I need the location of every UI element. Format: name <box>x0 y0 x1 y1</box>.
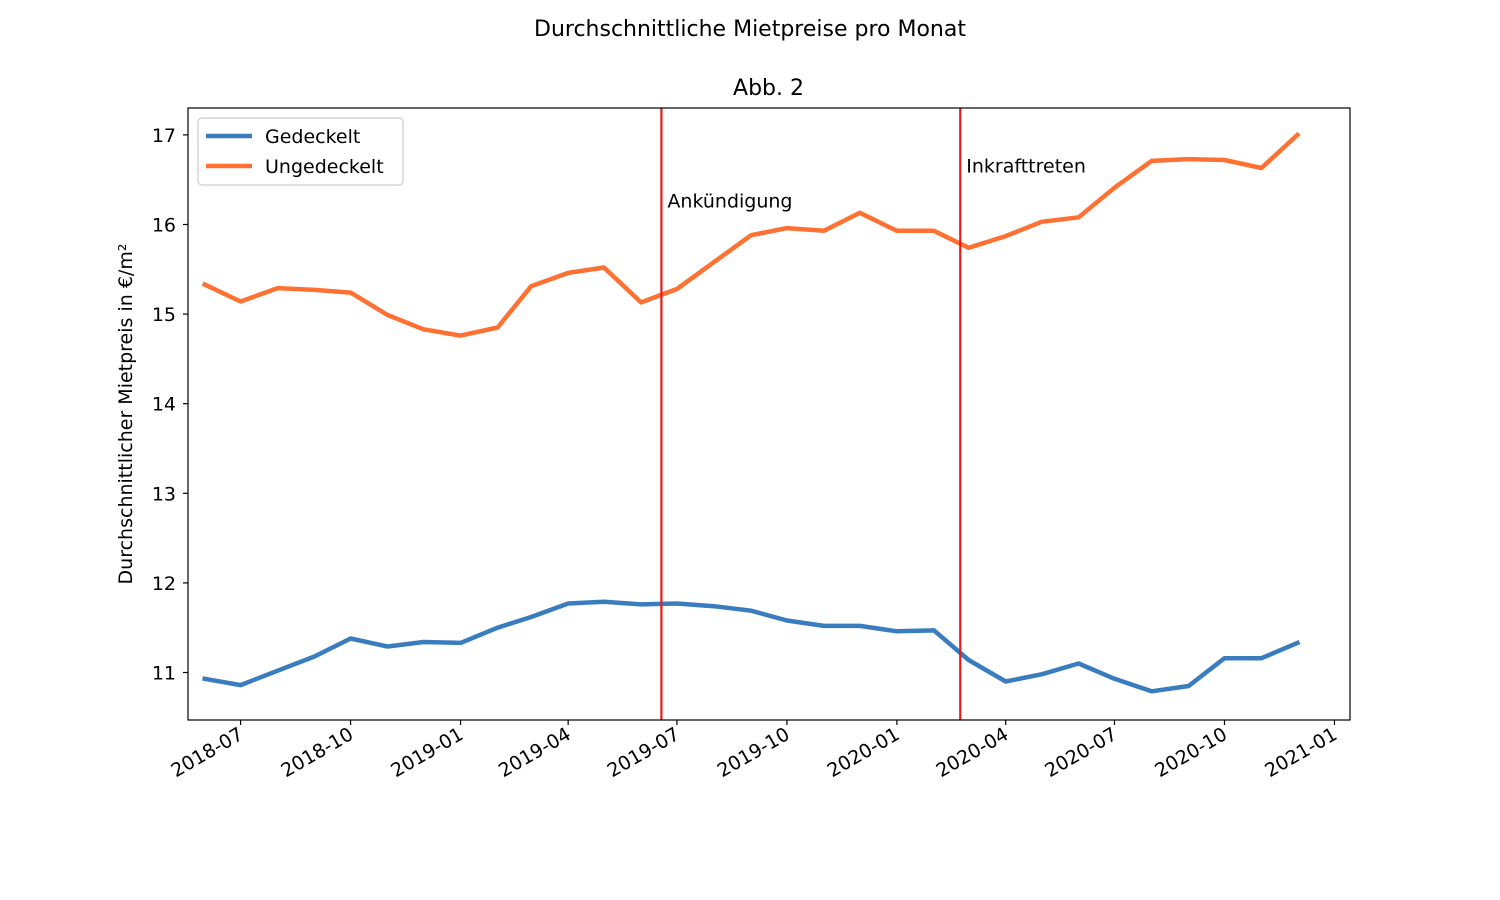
x-tick-label: 2019-01 <box>387 723 467 782</box>
y-tick-label: 16 <box>152 214 176 236</box>
x-tick-label: 2020-01 <box>824 723 904 782</box>
y-tick-label: 13 <box>152 483 176 505</box>
y-tick-label: 14 <box>152 394 176 416</box>
x-tick-label: 2020-07 <box>1041 723 1121 782</box>
event-label-0: Ankündigung <box>667 190 792 212</box>
plot-area: Ankündigung Inkrafttreten 11 12 13 14 15 16 17 20… <box>152 107 1351 782</box>
x-tick-label: 2020-04 <box>932 723 1012 782</box>
x-tick-label: 2019-10 <box>714 723 794 782</box>
series-line-0 <box>202 599 1301 694</box>
y-axis-label: Durchschnittlicher Mietpreis in €/m² <box>115 244 137 585</box>
y-tick-label: 17 <box>152 125 176 147</box>
chart-suptitle: Durchschnittliche Mietpreise pro Monat <box>534 17 966 42</box>
x-tick-label: 2019-04 <box>495 723 575 782</box>
legend-label-1: Ungedeckelt <box>265 156 384 178</box>
x-tick-label: 2020-10 <box>1151 723 1231 782</box>
series-line-1 <box>201 131 1301 338</box>
legend-label-0: Gedeckelt <box>265 126 360 148</box>
y-tick-label: 15 <box>152 304 176 326</box>
x-tick-label: 2018-10 <box>277 723 357 782</box>
y-tick-label: 12 <box>152 573 176 595</box>
x-tick-label: 2018-07 <box>167 723 247 782</box>
y-tick-label: 11 <box>152 663 176 685</box>
x-tick-label: 2021-01 <box>1261 723 1341 782</box>
axes-frame <box>187 107 1351 721</box>
chart-title: Abb. 2 <box>733 76 804 101</box>
x-tick-label: 2019-07 <box>604 723 684 782</box>
event-label-1: Inkrafttreten <box>966 155 1086 177</box>
